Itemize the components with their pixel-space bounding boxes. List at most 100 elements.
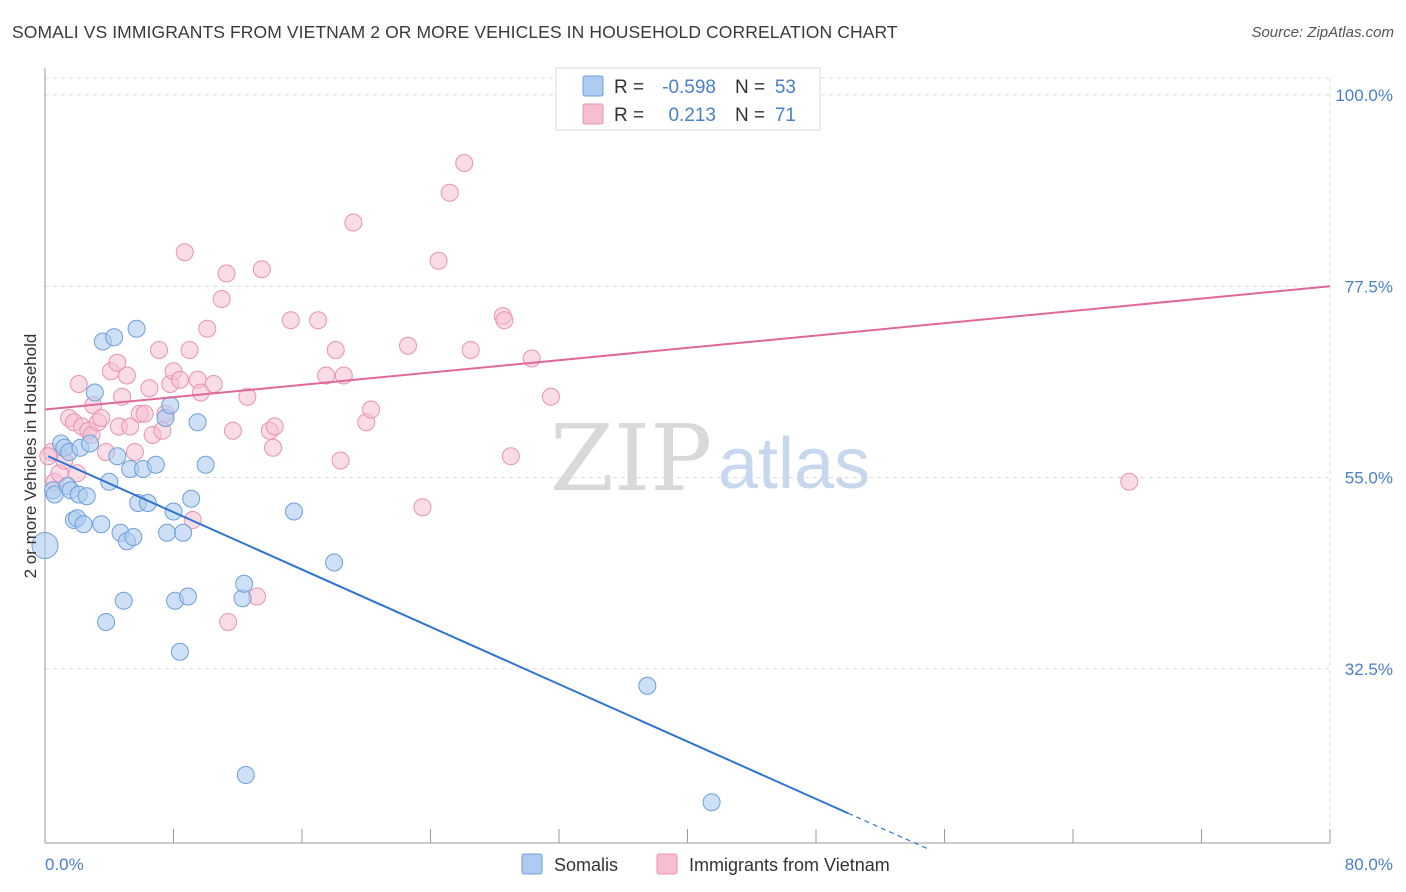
legend: R = -0.598 N = 53 R = 0.213 N = 71 [555, 67, 821, 131]
vietnam-point [219, 613, 238, 631]
y-axis-label: 2 or more Vehicles in Household [21, 334, 40, 579]
watermark-zip: ZIP [550, 405, 712, 512]
somali-point [92, 515, 111, 534]
vietnam-point [440, 183, 459, 202]
vietnam-point [238, 387, 257, 406]
vietnam-trend-line [44, 285, 1331, 411]
somali-point [284, 502, 303, 521]
y-tick-label: 77.5% [1345, 277, 1393, 296]
vietnam-point [501, 447, 520, 466]
vietnam-point [121, 417, 140, 436]
somali-point [124, 528, 143, 546]
somali-point [146, 455, 165, 474]
somali-point [97, 613, 116, 631]
vietnam-point [140, 379, 159, 398]
somali-trend-line [47, 455, 849, 815]
legend-r-label-somali: R = [614, 77, 644, 98]
legend-n-label-somali: N = [735, 77, 765, 98]
watermark: ZIP atlas [550, 405, 870, 512]
vietnam-point [223, 421, 242, 440]
vietnam-point [362, 400, 381, 419]
legend-r-value-somali: -0.598 [662, 77, 716, 98]
somali-point [161, 396, 180, 415]
bottom-legend: Somalis Immigrants from Vietnam [521, 853, 890, 875]
vietnam-point [522, 349, 541, 368]
vietnam-point [92, 409, 111, 427]
vietnam-point [198, 319, 217, 338]
vietnam-point [125, 443, 144, 461]
vietnam-point [317, 366, 336, 385]
somali-point [114, 591, 133, 610]
vietnam-point [180, 341, 199, 359]
bottom-legend-somali: Somalis [554, 855, 618, 875]
tick-labels: 32.5% 55.0% 77.5% 100.0% 0.0% 80.0% [45, 86, 1393, 874]
vietnam-point [399, 336, 418, 355]
vietnam-point [150, 341, 169, 359]
vietnam-point [264, 438, 283, 457]
somali-point [80, 434, 99, 453]
bottom-legend-vietnam: Immigrants from Vietnam [689, 855, 890, 875]
vietnam-points [39, 154, 1139, 631]
vietnam-point [212, 290, 231, 308]
legend-r-label-vietnam: R = [614, 105, 644, 126]
vietnam-point [309, 311, 328, 330]
somali-point [127, 319, 146, 338]
vietnam-point [204, 375, 223, 393]
bottom-legend-swatch-vietnam [656, 853, 678, 875]
vietnam-point [413, 498, 432, 517]
vietnam-point [455, 154, 474, 172]
somali-point [638, 676, 657, 695]
vietnam-point [217, 264, 236, 283]
legend-n-value-somali: 53 [775, 77, 796, 98]
y-tick-label: 55.0% [1345, 469, 1393, 488]
watermark-atlas: atlas [718, 424, 870, 504]
vietnam-point [135, 404, 154, 423]
somali-point [235, 574, 254, 593]
somali-point [325, 553, 344, 572]
vietnam-point [495, 311, 514, 330]
vietnam-point [344, 213, 363, 232]
legend-swatch-somali [582, 75, 604, 97]
vietnam-point [1120, 472, 1139, 491]
somali-point [158, 523, 177, 542]
y-tick-label: 32.5% [1345, 660, 1393, 679]
x-tick-label: 0.0% [45, 855, 84, 874]
vietnam-point [69, 375, 88, 393]
somali-point [188, 413, 207, 432]
somali-point [105, 328, 124, 347]
somali-point [170, 642, 189, 661]
source-label: Source: ZipAtlas.com [1251, 24, 1394, 41]
x-tick-label: 80.0% [1345, 855, 1393, 874]
somali-point [178, 587, 197, 606]
vietnam-point [175, 243, 194, 262]
somali-points [31, 319, 721, 812]
somali-point [236, 766, 255, 784]
vietnam-point [326, 341, 345, 359]
vietnam-point [541, 387, 560, 406]
vietnam-point [170, 370, 189, 389]
somali-point [31, 532, 59, 559]
somali-trend-extension [847, 812, 929, 850]
legend-r-value-vietnam: 0.213 [668, 105, 716, 126]
vietnam-point [191, 383, 210, 402]
chart-title: SOMALI VS IMMIGRANTS FROM VIETNAM 2 OR M… [12, 22, 898, 42]
vietnam-point [281, 311, 300, 330]
legend-swatch-vietnam [582, 103, 604, 125]
somali-point [85, 383, 104, 402]
y-tick-label: 100.0% [1335, 86, 1393, 105]
vietnam-point [108, 353, 127, 372]
vietnam-point [331, 451, 350, 470]
bottom-legend-swatch-somali [521, 853, 543, 875]
somali-point [182, 489, 201, 508]
trend-lines [44, 285, 1331, 850]
somali-point [74, 515, 93, 534]
vietnam-point [461, 341, 480, 359]
vietnam-point [265, 417, 284, 436]
somali-point [702, 793, 721, 812]
somali-point [108, 447, 127, 466]
legend-n-label-vietnam: N = [735, 105, 765, 126]
legend-n-value-vietnam: 71 [775, 105, 796, 126]
vietnam-point [429, 251, 448, 270]
somali-point [77, 487, 96, 506]
